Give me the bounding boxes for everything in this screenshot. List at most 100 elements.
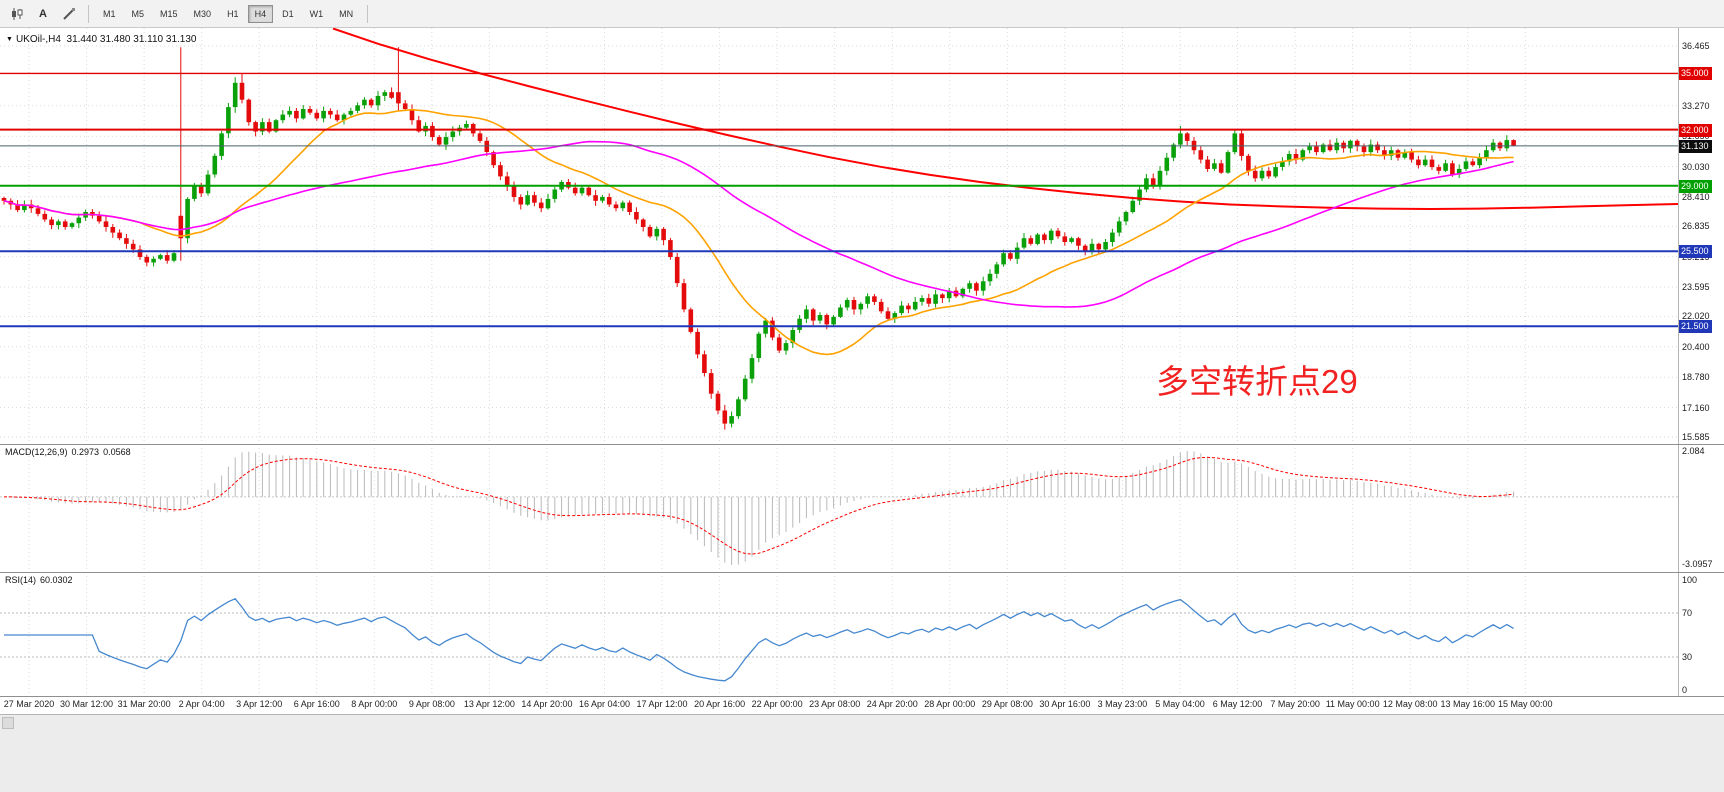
current-price-badge: 31.130 [1679,140,1712,153]
main-chart-row: ▼ UKOil-,H4 31.440 31.480 31.110 31.130 多… [0,28,1724,444]
panel-divider[interactable] [0,696,1724,697]
time-axis: 27 Mar 2020 30 Mar 12:00 31 Mar 20:00 2 Apr… [0,696,1724,714]
timeframe-button-m1[interactable]: M1 [96,5,123,23]
time-axis-label: 11 May 00:00 [1325,699,1380,709]
toolbar-separator [367,4,369,23]
time-axis-label: 24 Apr 20:00 [866,699,918,709]
time-axis-label: 29 Apr 08:00 [981,699,1033,709]
macd-name: MACD(12,26,9) [5,447,68,457]
macd-chart[interactable] [0,444,1678,572]
time-axis-label: 30 Apr 16:00 [1039,699,1091,709]
timeframe-button-m15[interactable]: M15 [153,5,185,23]
high-value: 31.480 [99,34,131,45]
chart-annotation: 多空转折点29 [1156,363,1358,400]
macd-main-value: 0.2973 [71,447,100,457]
time-axis-label: 3 Apr 12:00 [236,699,283,709]
panel-divider[interactable] [0,444,1724,445]
macd-axis: 2.084 -3.0957 [1678,444,1724,572]
macd-axis-label: -3.0957 [1682,559,1713,569]
price-line-badge: 29.000 [1679,180,1712,193]
time-axis-label: 5 May 04:00 [1155,699,1205,709]
time-axis-label: 13 Apr 12:00 [463,699,515,709]
panel-divider [0,714,1724,715]
price-axis-label: 23.595 [1682,282,1710,292]
rsi-axis-label: 70 [1682,608,1693,618]
time-axis-label: 22 Apr 00:00 [751,699,803,709]
timeframe-button-d1[interactable]: D1 [275,5,301,23]
time-axis-label: 30 Mar 12:00 [60,699,114,709]
time-axis-label: 20 Apr 16:00 [694,699,746,709]
price-axis-label: 20.400 [1682,342,1710,352]
time-axis-label: 12 May 08:00 [1382,699,1438,709]
time-axis-label: 13 May 16:00 [1440,699,1496,709]
chart-ohlc-header: ▼ UKOil-,H4 31.440 31.480 31.110 31.130 [6,34,196,45]
symbol-label: UKOil-,H4 [15,34,61,45]
timeframe-buttons: M1 M5 M15 M30 H1 H4 D1 W1 MN [95,4,361,23]
price-axis-label: 36.465 [1682,41,1710,51]
scroll-box [2,717,14,729]
text-tool-label: A [39,7,47,20]
price-axis-label: 22.020 [1682,311,1710,321]
price-axis-label: 26.835 [1682,221,1710,231]
macd-label: MACD(12,26,9) 0.2973 0.0568 [5,447,135,457]
price-axis-label: 28.410 [1682,192,1710,202]
open-value: 31.440 [66,34,98,45]
text-tool-button[interactable]: A [31,4,55,24]
price-axis-label: 18.780 [1682,372,1710,382]
candlestick-icon [10,7,24,21]
draw-tool-button[interactable] [57,4,81,24]
time-axis-label: 6 May 12:00 [1212,699,1263,709]
toolbar-separator [88,4,89,23]
bottom-bar [0,714,1724,792]
rsi-axis-label: 100 [1682,575,1698,585]
time-axis-label: 8 Apr 00:00 [351,699,398,709]
price-axis-label: 15.585 [1682,432,1710,442]
rsi-name: RSI(14) [5,575,37,585]
time-axis-label: 23 Apr 08:00 [809,699,861,709]
timeframe-button-h4[interactable]: H4 [247,4,274,23]
timeframe-button-w1[interactable]: W1 [303,5,331,23]
price-axis-label: 17.160 [1682,403,1710,413]
time-axis-label: 17 Apr 12:00 [636,699,688,709]
macd-signal-value: 0.0568 [103,447,131,457]
rsi-axis-label: 30 [1682,652,1693,662]
chart-type-button[interactable] [5,4,29,24]
time-axis-label: 2 Apr 04:00 [178,699,225,709]
time-axis-label: 31 Mar 20:00 [117,699,171,709]
timeframe-button-m5[interactable]: M5 [125,5,152,23]
price-axis-label: 33.270 [1682,101,1710,111]
rsi-panel: RSI(14) 60.0302 100 70 30 0 [0,572,1724,696]
time-axis-label: 3 May 23:00 [1097,699,1148,709]
rsi-chart[interactable] [0,572,1678,696]
time-axis-label: 7 May 20:00 [1270,699,1320,709]
time-axis-label: 9 Apr 08:00 [408,699,455,709]
macd-panel: MACD(12,26,9) 0.2973 0.0568 2.084 -3.0957 [0,444,1724,572]
price-axis: 36.46533.27031.65030.03028.41026.83525.2… [1678,28,1724,444]
time-axis-label: 16 Apr 04:00 [578,699,631,709]
timeframe-button-h1[interactable]: H1 [220,5,246,23]
price-line-badge: 21.500 [1679,320,1712,333]
symbol-dropdown-icon[interactable]: ▼ [6,36,13,43]
time-axis-label: 14 Apr 20:00 [521,699,573,709]
price-axis-label: 30.030 [1682,162,1710,172]
candlestick-chart[interactable] [0,28,1678,444]
timeframe-button-m30[interactable]: M30 [187,5,219,23]
macd-axis-label: 2.084 [1682,446,1705,456]
rsi-axis: 100 70 30 0 [1678,572,1724,696]
low-value: 31.110 [133,34,164,45]
time-axis-label: 6 Apr 16:00 [293,699,340,709]
close-value: 31.130 [165,34,197,45]
rsi-axis-label: 0 [1682,685,1688,695]
pencil-icon [62,7,76,21]
time-axis-label: 28 Apr 00:00 [924,699,976,709]
time-axis-label: 15 May 00:00 [1498,699,1553,709]
rsi-label: RSI(14) 60.0302 [5,575,77,585]
price-line-badge: 32.000 [1679,124,1712,137]
timeframe-button-mn[interactable]: MN [332,5,360,23]
time-axis-label: 27 Mar 2020 [3,699,55,709]
price-line-badge: 35.000 [1679,67,1712,80]
price-line-badge: 25.500 [1679,245,1712,258]
panel-divider[interactable] [0,572,1724,573]
rsi-value: 60.0302 [40,575,73,585]
